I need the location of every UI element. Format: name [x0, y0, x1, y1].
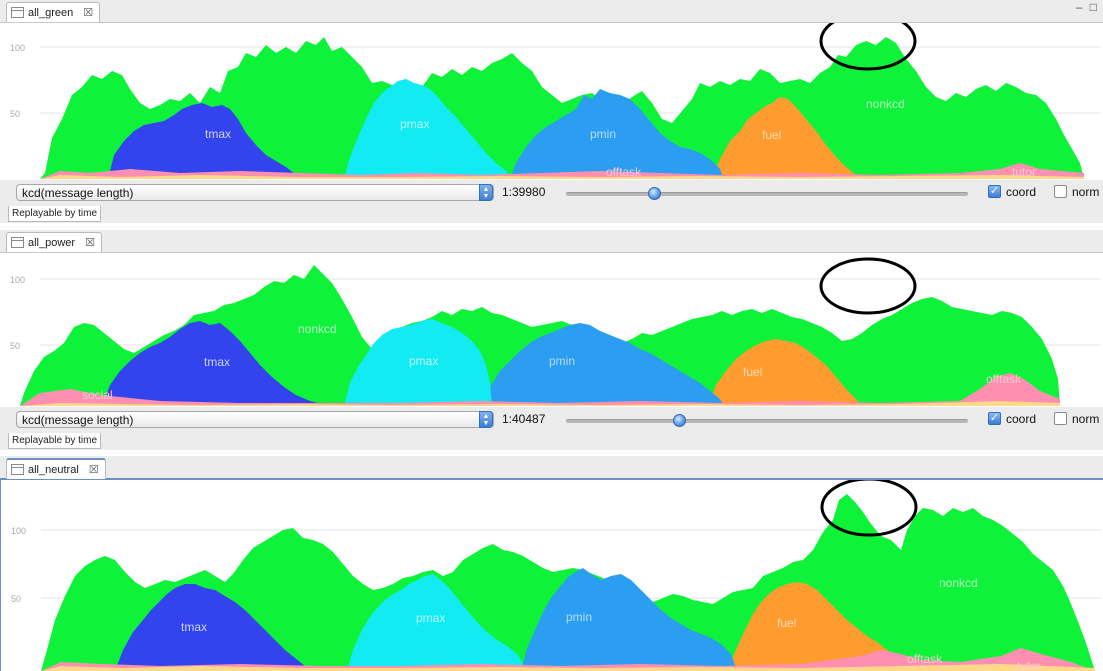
label-nonkcd: nonkcd	[939, 576, 978, 590]
time-slider[interactable]	[566, 414, 968, 427]
replay-tab[interactable]: Replayable by time	[8, 206, 102, 222]
norm-label: norm	[1072, 185, 1100, 199]
tab-label: all_neutral	[28, 463, 79, 476]
highlight-circle	[819, 257, 917, 315]
stacked-area-chart: 100 50 tmax pmax pmin fuel nonkcd offtas…	[10, 23, 1100, 179]
panel2-controls: kcd(message length) ▲ ▼ 1:40487 ✓ coord n…	[0, 407, 1103, 433]
label-pmax: pmax	[409, 354, 438, 368]
panel2-replay-bar: Replayable by time	[0, 433, 1103, 450]
area-pmax	[344, 79, 514, 179]
label-pmin: pmin	[549, 354, 575, 368]
label-tmax: tmax	[204, 355, 230, 369]
tab-label: all_power	[28, 236, 76, 249]
metric-select-value: kcd(message length)	[22, 186, 134, 200]
view-icon	[11, 464, 24, 475]
area-pmin	[521, 568, 737, 671]
close-icon[interactable]: ☒	[88, 464, 99, 476]
coord-label: coord	[1006, 185, 1037, 199]
area-fuel	[708, 339, 862, 406]
ytick-100: 100	[10, 275, 25, 285]
ytick-50: 50	[10, 109, 20, 119]
label-tutor: tutor	[1012, 165, 1036, 179]
panel1-replay-bar: Replayable by time	[0, 206, 1103, 223]
select-arrows-icon[interactable]: ▲ ▼	[479, 184, 493, 201]
label-fuel: fuel	[762, 128, 781, 142]
highlight-circle	[819, 23, 917, 71]
label-social: social	[82, 388, 113, 402]
replay-tab[interactable]: Replayable by time	[8, 433, 102, 449]
view-icon	[11, 237, 24, 248]
tab-label: all_green	[28, 6, 74, 19]
area-fuel	[712, 97, 862, 179]
highlight-circle	[820, 480, 918, 537]
label-offtask: offtask	[986, 372, 1022, 386]
chart-all-neutral: 100 50 tmax pmax pmin fuel nonkcd offtas…	[0, 480, 1103, 671]
label-fuel: fuel	[743, 365, 762, 379]
stacked-area-chart: 100 50 nonkcd tmax pmax pmin fuel offtas…	[10, 257, 1100, 406]
label-nonkcd: nonkcd	[298, 322, 337, 336]
norm-checkbox[interactable]	[1054, 185, 1067, 198]
label-pmax: pmax	[400, 117, 429, 131]
time-readout: 1:39980	[502, 185, 546, 199]
tab-all-neutral[interactable]: all_neutral ☒	[6, 458, 106, 479]
label-nonkcd: nonkcd	[866, 97, 905, 111]
time-readout: 1:40487	[502, 412, 546, 426]
area-pmax	[344, 319, 492, 406]
tab-all-power[interactable]: all_power ☒	[6, 232, 102, 252]
view-icon	[11, 7, 24, 18]
close-icon[interactable]: ☒	[83, 7, 94, 19]
slider-knob[interactable]	[648, 187, 662, 200]
area-pmax	[347, 574, 527, 671]
area-bottom	[40, 175, 1084, 179]
panel3-tabbar: all_neutral ☒	[0, 456, 1103, 480]
ytick-50: 50	[11, 594, 21, 604]
coord-checkbox[interactable]: ✓	[988, 412, 1001, 425]
label-tmax: tmax	[205, 127, 231, 141]
ytick-100: 100	[11, 526, 26, 536]
area-fuel	[727, 582, 915, 671]
panel1-controls: kcd(message length) ▲ ▼ 1:39980 ✓ coord n…	[0, 180, 1103, 206]
slider-knob[interactable]	[672, 414, 686, 427]
area-offtask	[41, 648, 1095, 671]
tab-all-green[interactable]: all_green ☒	[6, 2, 101, 22]
coord-checkbox[interactable]: ✓	[988, 185, 1001, 198]
area-bottom	[20, 401, 1060, 406]
chart-all-green: 100 50 tmax pmax pmin fuel nonkcd offtas…	[0, 23, 1103, 179]
area-bottom	[41, 664, 1095, 671]
norm-checkbox[interactable]	[1054, 412, 1067, 425]
label-fuel: fuel	[777, 616, 796, 630]
ytick-50: 50	[10, 341, 20, 351]
label-pmin: pmin	[590, 127, 616, 141]
norm-label: norm	[1072, 412, 1100, 426]
select-arrows-icon[interactable]: ▲ ▼	[479, 411, 493, 428]
label-pmax: pmax	[416, 611, 445, 625]
metric-select-value: kcd(message length)	[22, 413, 134, 427]
chart-all-power: 100 50 nonkcd tmax pmax pmin fuel offtas…	[0, 253, 1103, 406]
area-pmin	[510, 89, 724, 179]
area-pmin	[484, 323, 724, 406]
coord-label: coord	[1006, 412, 1037, 426]
metric-select[interactable]: kcd(message length) ▲ ▼	[16, 184, 494, 201]
window-controls-icon[interactable]: – □	[1075, 0, 1099, 14]
area-tmax	[102, 321, 330, 406]
label-offtask: offtask	[606, 165, 642, 179]
label-tmax: tmax	[181, 620, 207, 634]
panel1-tabbar: all_green ☒ – □	[0, 0, 1103, 23]
area-offtask	[40, 163, 1084, 179]
area-tmax	[108, 103, 300, 179]
panel2-tabbar: all_power ☒	[0, 230, 1103, 253]
ytick-100: 100	[10, 43, 25, 53]
label-tutor: tutor	[1017, 659, 1041, 671]
close-icon[interactable]: ☒	[85, 237, 95, 249]
label-pmin: pmin	[566, 610, 592, 624]
area-tmax	[115, 584, 311, 671]
metric-select[interactable]: kcd(message length) ▲ ▼	[16, 411, 494, 428]
label-offtask: offtask	[907, 652, 943, 666]
stacked-area-chart: 100 50 tmax pmax pmin fuel nonkcd offtas…	[11, 480, 1101, 671]
time-slider[interactable]	[566, 187, 968, 200]
